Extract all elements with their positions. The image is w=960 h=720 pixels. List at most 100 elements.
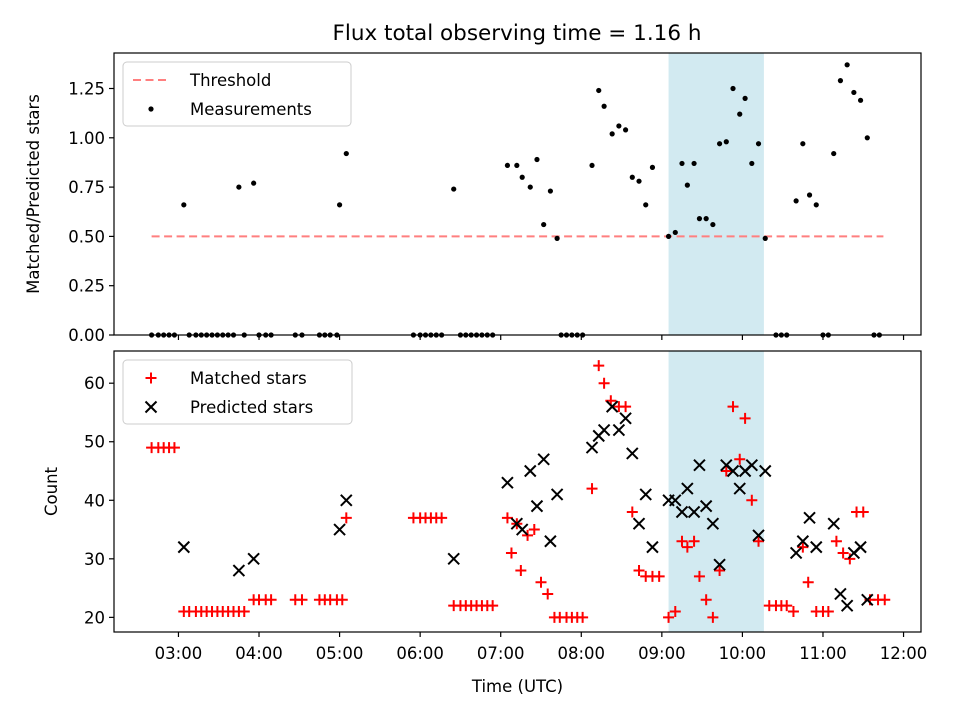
matched-stars-point (535, 576, 547, 588)
measurement-point (665, 233, 672, 239)
predicted-stars-point (687, 505, 701, 519)
measurement-point (864, 135, 870, 141)
matched-stars-point (663, 611, 675, 623)
predicted-stars-point (834, 587, 847, 601)
y-tick-label: 20 (84, 608, 105, 627)
matched-stars-point (168, 442, 180, 454)
matched-stars-point (340, 512, 352, 524)
matched-stars-point (653, 570, 665, 582)
measurement-point (601, 103, 607, 109)
measurement-point (649, 164, 656, 170)
measurement-point (541, 221, 547, 228)
measurement-point (451, 186, 457, 192)
axes-frame (113, 350, 922, 633)
matched-stars-point (593, 360, 605, 372)
matched-stars-point (577, 611, 589, 623)
legend-box (122, 359, 353, 425)
measurement-point (589, 162, 595, 169)
chart-title: Flux total observing time = 1.16 h (333, 21, 702, 46)
matched-stars-point (837, 547, 849, 559)
predicted-stars-point (752, 529, 765, 542)
legend-measurements-swatch (148, 106, 154, 112)
y-tick-label: 1.00 (68, 129, 105, 148)
predicted-stars-point (681, 482, 694, 495)
predicted-stars-point (619, 412, 632, 425)
measurement-point (519, 174, 525, 180)
measurement-point (857, 97, 864, 103)
predicted-stars-point (544, 535, 557, 548)
matched-stars-point (802, 576, 814, 588)
predicted-stars-point (530, 499, 544, 513)
matched-stars-point (505, 547, 517, 559)
x-tick-label: 10:00 (719, 644, 767, 663)
legend-label: Threshold (189, 71, 271, 90)
legend-label: Predicted stars (190, 398, 313, 417)
matched-stars-point (879, 594, 891, 606)
predicted-stars-point (626, 447, 639, 460)
y-axis-label: Count (42, 466, 61, 516)
measurement-point (672, 229, 678, 236)
legend-box (122, 61, 352, 127)
predicted-stars-point (550, 488, 564, 501)
matched-stars-point (238, 606, 250, 618)
x-tick-label: 04:00 (235, 644, 283, 663)
y-tick-label: 0.00 (68, 326, 105, 345)
measurement-point (616, 123, 622, 129)
measurement-point (236, 184, 242, 190)
matched-stars-point (844, 553, 856, 565)
measurement-point (251, 180, 257, 186)
matched-stars-point (734, 453, 746, 465)
measurement-point (793, 198, 799, 204)
measurement-point (554, 235, 560, 241)
highlight-span (668, 351, 764, 632)
matched-stars-point (720, 465, 732, 477)
measurement-point (742, 95, 748, 101)
measurement-point (684, 182, 690, 188)
measurement-point (844, 62, 850, 68)
highlight-span (668, 53, 764, 335)
predicted-stars-point (726, 464, 740, 478)
matched-stars-point (693, 570, 705, 582)
measurement-point (609, 131, 615, 137)
predicted-stars-point (810, 540, 823, 554)
matched-stars-point (739, 412, 751, 424)
measurement-point (806, 192, 813, 198)
measurement-point (679, 160, 685, 167)
matched-stars-point (676, 535, 688, 547)
matched-stars-point (626, 506, 638, 518)
legend-predicted-swatch (144, 400, 158, 414)
measurement-point (691, 160, 697, 167)
measurement-point (534, 156, 540, 163)
measurement-point (737, 111, 743, 117)
matched-stars-point (746, 494, 758, 506)
y-tick-label: 0.50 (68, 227, 105, 246)
predicted-stars-point (639, 488, 652, 501)
measurement-point (181, 202, 187, 208)
predicted-stars-point (840, 599, 854, 612)
predicted-stars-point (803, 511, 816, 525)
measurement-point (636, 178, 642, 184)
x-tick-label: 09:00 (638, 644, 686, 663)
measurement-point (629, 174, 635, 180)
measurement-point (716, 141, 723, 147)
measurement-point (527, 184, 533, 190)
matched-stars-point (681, 541, 693, 553)
y-axis-label: Matched/Predicted stars (24, 94, 43, 294)
matched-stars-point (822, 606, 834, 618)
measurement-point (710, 221, 716, 228)
y-tick-label: 0.75 (68, 178, 105, 197)
predicted-stars-point (632, 517, 646, 530)
measurement-point (504, 162, 511, 169)
matched-stars-point (522, 529, 534, 541)
predicted-stars-point (515, 523, 529, 536)
measurement-point (514, 162, 520, 169)
predicted-stars-point (796, 535, 810, 548)
y-tick-label: 50 (84, 433, 105, 452)
predicted-stars-point (713, 558, 726, 571)
x-tick-label: 05:00 (316, 644, 364, 663)
predicted-stars-point (524, 464, 537, 478)
measurement-point (703, 216, 709, 222)
matched-stars-point (620, 401, 632, 413)
matched-stars-point (714, 565, 726, 577)
